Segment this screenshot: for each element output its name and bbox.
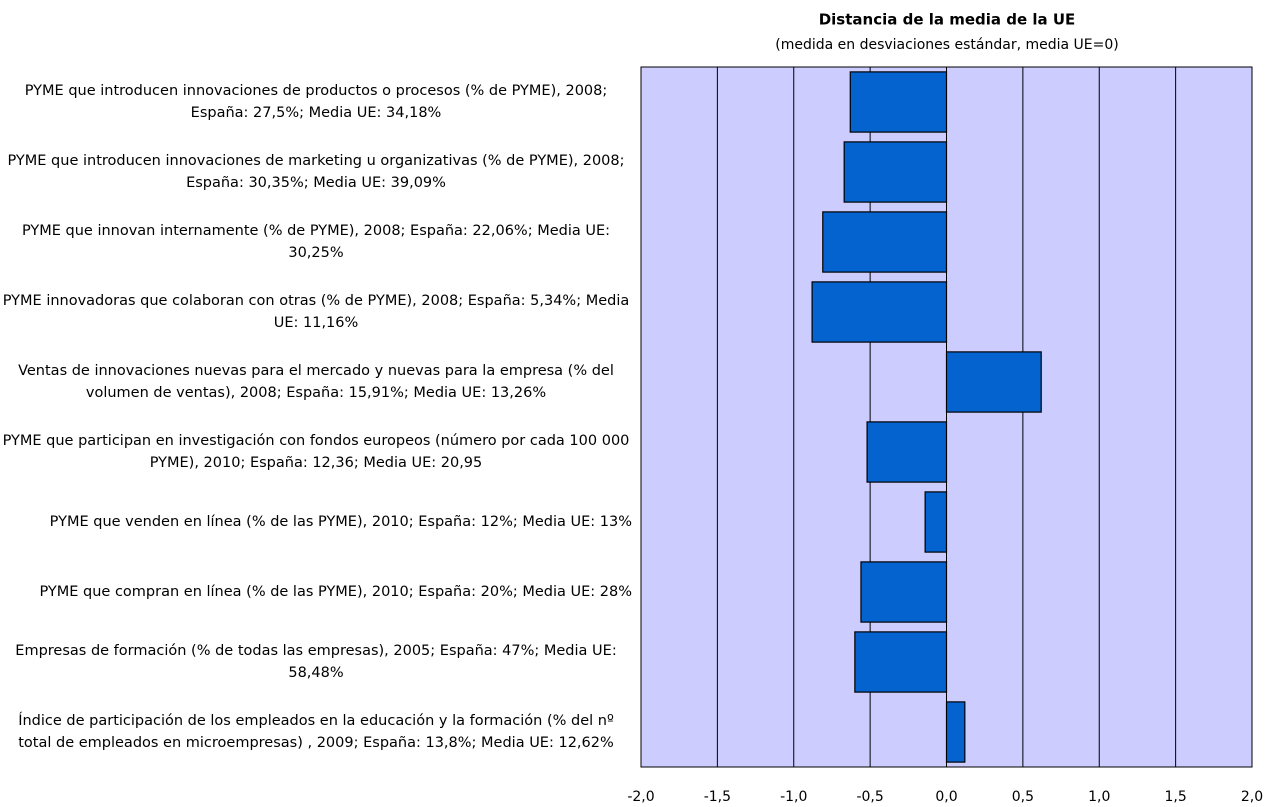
bar bbox=[924, 491, 948, 553]
category-label-box: PYME que introducen innovaciones de prod… bbox=[0, 67, 632, 137]
category-label: PYME que venden en línea (% de las PYME)… bbox=[49, 514, 632, 530]
x-tick-label: -1,5 bbox=[704, 789, 731, 805]
bar bbox=[843, 141, 948, 203]
x-tick-label: -0,5 bbox=[856, 789, 883, 805]
category-label-box: Ventas de innovaciones nuevas para el me… bbox=[0, 347, 632, 417]
category-label-box: PYME innovadoras que colaboran con otras… bbox=[0, 277, 632, 347]
category-label: Ventas de innovaciones nuevas para el me… bbox=[18, 363, 614, 401]
bar bbox=[860, 561, 948, 623]
category-label-box: PYME que venden en línea (% de las PYME)… bbox=[0, 487, 632, 557]
x-tick-label: 0,0 bbox=[935, 789, 957, 805]
category-label-box: PYME que introducen innovaciones de mark… bbox=[0, 137, 632, 207]
category-label-box: PYME que participan en investigación con… bbox=[0, 417, 632, 487]
bar bbox=[811, 281, 948, 343]
bar bbox=[822, 211, 948, 273]
x-tick-label: -1,0 bbox=[780, 789, 807, 805]
x-tick-label: 2,0 bbox=[1241, 789, 1263, 805]
bar bbox=[945, 351, 1042, 413]
category-label: PYME que participan en investigación con… bbox=[2, 433, 630, 471]
category-label: PYME que introducen innovaciones de prod… bbox=[24, 83, 608, 121]
category-label-box: Empresas de formación (% de todas las em… bbox=[0, 627, 632, 697]
category-label: PYME que introducen innovaciones de mark… bbox=[7, 153, 625, 191]
category-label-box: PYME que innovan internamente (% de PYME… bbox=[0, 207, 632, 277]
chart-title: Distancia de la media de la UE bbox=[819, 11, 1076, 29]
x-tick-label: 1,5 bbox=[1164, 789, 1186, 805]
bar bbox=[945, 701, 966, 763]
bar bbox=[866, 421, 948, 483]
bar bbox=[849, 71, 948, 133]
category-label-box: Índice de participación de los empleados… bbox=[0, 697, 632, 767]
x-tick-label: 0,5 bbox=[1012, 789, 1034, 805]
category-label: PYME que innovan internamente (% de PYME… bbox=[21, 223, 611, 261]
category-label: Índice de participación de los empleados… bbox=[18, 713, 614, 751]
category-label: Empresas de formación (% de todas las em… bbox=[15, 643, 617, 681]
category-label: PYME innovadoras que colaboran con otras… bbox=[2, 293, 630, 331]
category-label: PYME que compran en línea (% de las PYME… bbox=[39, 584, 632, 600]
x-tick-label: -2,0 bbox=[627, 789, 654, 805]
bar bbox=[854, 631, 948, 693]
chart-subtitle: (medida en desviaciones estándar, media … bbox=[775, 37, 1119, 53]
x-tick-label: 1,0 bbox=[1088, 789, 1110, 805]
plot-border bbox=[640, 66, 1253, 768]
category-label-box: PYME que compran en línea (% de las PYME… bbox=[0, 557, 632, 627]
